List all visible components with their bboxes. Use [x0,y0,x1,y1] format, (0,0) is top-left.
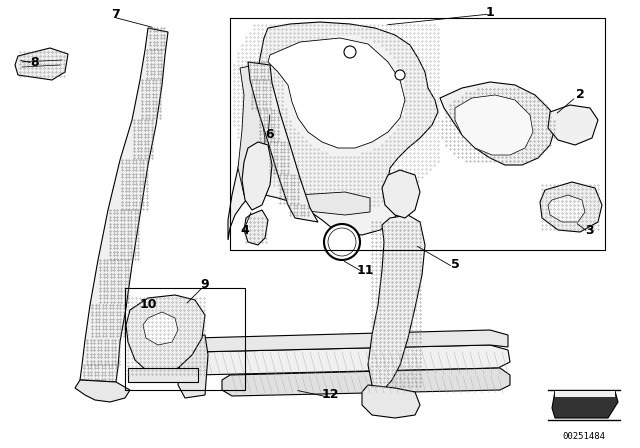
Polygon shape [178,335,208,398]
Circle shape [395,70,405,80]
Polygon shape [552,391,618,418]
Text: 8: 8 [31,56,39,69]
Text: 4: 4 [241,224,250,237]
Text: 12: 12 [321,388,339,401]
Polygon shape [80,28,168,382]
Text: 5: 5 [451,258,460,271]
Polygon shape [126,295,205,375]
Text: 10: 10 [140,298,157,311]
Polygon shape [222,368,510,396]
Polygon shape [185,345,510,375]
Text: 3: 3 [586,224,595,237]
Polygon shape [382,170,420,218]
Circle shape [344,46,356,58]
Polygon shape [128,368,198,382]
Polygon shape [228,22,438,240]
Polygon shape [540,182,602,232]
Polygon shape [248,62,318,222]
Polygon shape [555,391,615,397]
Polygon shape [143,312,178,345]
Polygon shape [440,82,555,165]
Text: 2: 2 [575,89,584,102]
Text: 11: 11 [356,263,374,276]
Text: 9: 9 [201,279,209,292]
Polygon shape [368,215,425,390]
Polygon shape [242,142,272,210]
Text: 7: 7 [111,9,120,22]
Polygon shape [548,105,598,145]
Polygon shape [548,195,585,222]
Polygon shape [244,210,268,245]
Polygon shape [15,48,68,80]
Polygon shape [298,192,370,215]
Polygon shape [455,95,533,155]
Text: 6: 6 [266,129,275,142]
Polygon shape [362,385,420,418]
Circle shape [328,228,356,256]
Circle shape [324,224,360,260]
Polygon shape [238,65,265,195]
Text: 1: 1 [486,5,494,18]
Polygon shape [268,38,405,148]
Polygon shape [185,330,508,352]
Polygon shape [75,380,130,402]
Text: 00251484: 00251484 [563,432,605,441]
